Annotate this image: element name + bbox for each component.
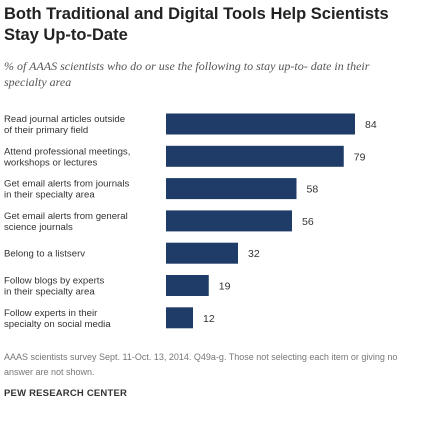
category-label: Follow experts in their bbox=[4, 308, 98, 319]
category-label: in their specialty area bbox=[4, 287, 95, 298]
chart-title: Both Traditional and Digital Tools Help … bbox=[4, 5, 389, 44]
value-label: 58 bbox=[307, 184, 319, 196]
category-label: Belong to a listserv bbox=[4, 249, 85, 260]
category-label: Get email alerts from journals bbox=[4, 179, 129, 190]
footnote: AAAS scientists survey Sept. 11-Oct. 13,… bbox=[4, 352, 398, 377]
bar bbox=[166, 242, 238, 264]
bar bbox=[166, 145, 344, 167]
bar bbox=[166, 210, 292, 232]
category-label: Attend professional meetings, bbox=[4, 146, 130, 157]
category-label: Get email alerts from general bbox=[4, 211, 128, 222]
category-label: Follow blogs by experts bbox=[4, 276, 104, 287]
chart-subtitle: % of AAAS scientists who do or use the f… bbox=[4, 59, 370, 89]
value-label: 79 bbox=[354, 151, 366, 163]
category-label: of their primary field bbox=[4, 125, 88, 136]
category-label: workshops or lectures bbox=[3, 157, 98, 168]
value-label: 84 bbox=[365, 119, 377, 131]
value-label: 56 bbox=[302, 216, 314, 228]
category-label: in their specialty area bbox=[4, 190, 95, 201]
category-label: specialty on social media bbox=[4, 319, 111, 330]
value-label: 12 bbox=[203, 313, 215, 325]
bar bbox=[166, 275, 209, 296]
value-label: 32 bbox=[248, 248, 260, 260]
bar bbox=[166, 113, 355, 135]
bar bbox=[166, 307, 193, 329]
source-credit: PEW RESEARCH CENTER bbox=[4, 388, 128, 399]
category-label: science journals bbox=[4, 222, 73, 233]
category-label: Read journal articles outside bbox=[4, 114, 125, 125]
value-label: 19 bbox=[219, 281, 231, 293]
bar bbox=[166, 178, 297, 200]
